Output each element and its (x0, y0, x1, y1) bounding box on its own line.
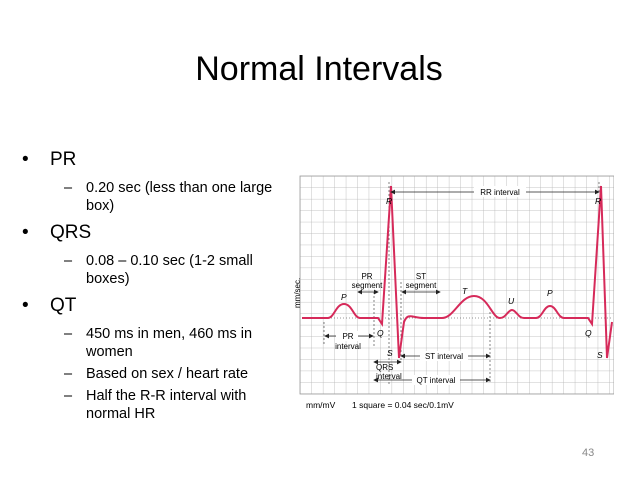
p-wave-label-1: P (341, 292, 347, 302)
ecg-diagram: RR interval R R P P Q Q S S T U PR segme… (293, 175, 615, 410)
pr-segment-label-1: PR (361, 272, 372, 281)
bullet-qrs: QRS (22, 221, 292, 245)
t-wave-label: T (462, 286, 468, 296)
q-wave-label-2: Q (585, 328, 592, 338)
r-wave-label-1: R (386, 196, 392, 206)
sub-bullet-qt-rr: – Half the R-R interval with normal HR (64, 388, 247, 422)
footer-scale-unit: mm/mV (306, 400, 336, 410)
pr-interval-label-1: PR (342, 332, 353, 341)
s-wave-label-2: S (597, 350, 603, 360)
qt-interval-label: QT interval (417, 376, 456, 385)
bullet-list: PR – 0.20 sec (less than one large box) … (22, 148, 292, 423)
qrs-interval-label-1: QRS (376, 363, 393, 372)
sub-bullet-pr-duration: – 0.20 sec (less than one large box) (64, 180, 273, 214)
grid-paper (299, 175, 615, 395)
qrs-interval-label-2: interval (376, 372, 402, 381)
sub-bullet-qrs-duration: – 0.08 – 0.10 sec (1-2 small boxes) (64, 253, 253, 287)
y-axis-label: mm/sec. (293, 278, 302, 308)
sub-bullet-qt-sex-values: – 450 ms in men, 460 ms in women (64, 326, 253, 360)
st-segment-label-2: segment (406, 281, 437, 290)
p-wave-label-2: P (547, 288, 553, 298)
r-wave-label-2: R (595, 196, 601, 206)
ecg-figure: RR interval R R P P Q Q S S T U PR segme… (292, 172, 615, 412)
u-wave-label: U (508, 296, 515, 306)
q-wave-label-1: Q (377, 328, 384, 338)
rr-interval-label: RR interval (480, 188, 520, 197)
st-segment-label-1: ST (416, 272, 426, 281)
s-wave-label-1: S (387, 348, 393, 358)
bullet-pr: PR (22, 148, 292, 172)
sub-bullet-qt-basis: – Based on sex / heart rate (64, 366, 249, 382)
st-interval-label: ST interval (425, 352, 463, 361)
page-number: 43 (582, 447, 595, 459)
footer-square-legend: 1 square = 0.04 sec/0.1mV (352, 400, 454, 410)
pr-segment-label-2: segment (352, 281, 383, 290)
slide-title: Normal Intervals (195, 50, 443, 88)
ecg-trace (302, 185, 613, 359)
bullet-qt: QT (22, 294, 292, 318)
pr-interval-label-2: interval (335, 342, 361, 351)
